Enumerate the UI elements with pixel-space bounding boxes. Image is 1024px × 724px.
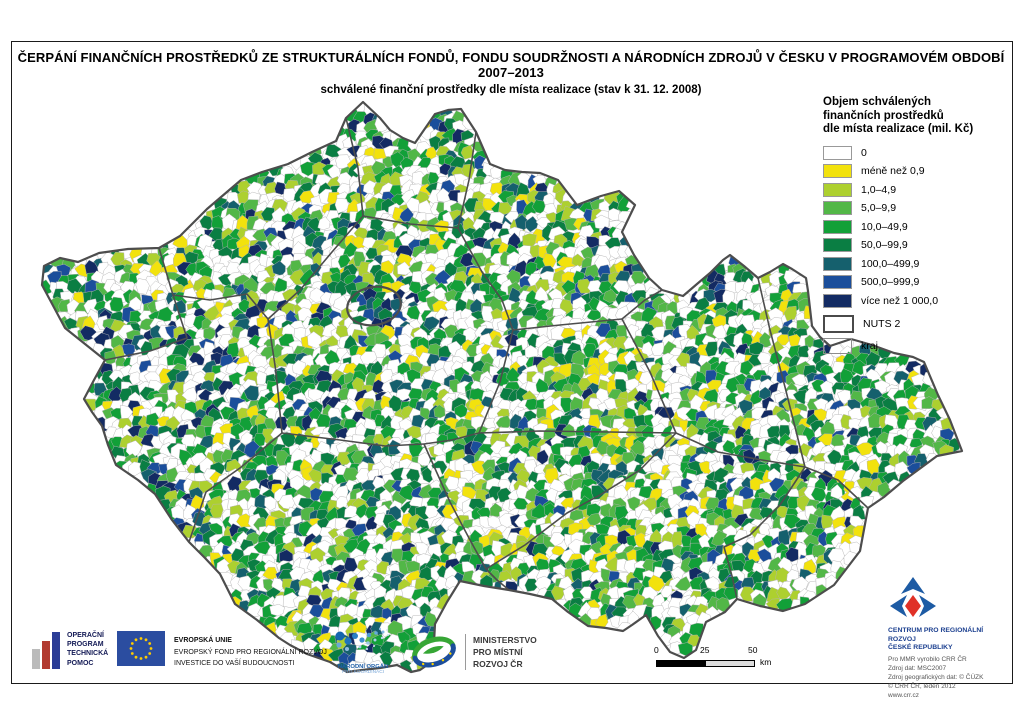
crr-credits: Pro MMR vyrobilo CRR ČR Zdroj dat: MSC20… bbox=[888, 655, 984, 699]
optp-bar-gray bbox=[32, 649, 40, 669]
scale-tick-25: 25 bbox=[700, 645, 710, 655]
legend-swatch bbox=[823, 164, 852, 179]
legend-item: 50,0–99,9 bbox=[823, 236, 1008, 255]
legend-swatch bbox=[823, 238, 852, 253]
optp-bar-blue bbox=[52, 632, 60, 669]
legend-item-kraj: kraj bbox=[823, 335, 1008, 357]
map-legend: Objem schválených finančních prostředků … bbox=[823, 96, 1008, 357]
optp-text: OPERAČNÍ PROGRAM TECHNICKÁ POMOC bbox=[67, 631, 109, 667]
mmr-logo-block: MINISTERSTVO PRO MÍSTNÍ ROZVOJ ČR bbox=[408, 632, 537, 672]
map-title: ČERPÁNÍ FINANČNÍCH PROSTŘEDKŮ ZE STRUKTU… bbox=[17, 50, 1005, 80]
legend-swatch bbox=[823, 219, 852, 234]
legend-swatch bbox=[823, 182, 852, 197]
title-block: ČERPÁNÍ FINANČNÍCH PROSTŘEDKŮ ZE STRUKTU… bbox=[11, 50, 1011, 96]
scale-bar: 0 25 50 km bbox=[652, 645, 782, 673]
mmr-divider bbox=[465, 634, 466, 670]
scale-tick-50: 50 bbox=[748, 645, 758, 655]
legend-item: 10,0–49,9 bbox=[823, 218, 1008, 237]
scale-tick-0: 0 bbox=[654, 645, 659, 655]
optp-logo: OPERAČNÍ PROGRAM TECHNICKÁ POMOC bbox=[32, 629, 108, 669]
crr-compass-icon bbox=[890, 577, 936, 617]
crr-logo-block: CENTRUM PRO REGIONÁLNÍ ROZVOJ ČESKÉ REPU… bbox=[888, 576, 1012, 700]
nok-logo-block: NÁRODNÍ ORGÁN PRO KOORDINACI bbox=[328, 626, 398, 675]
legend-swatch bbox=[823, 256, 852, 271]
legend-item: 500,0–999,9 bbox=[823, 273, 1008, 292]
kraj-boundary-swatch bbox=[823, 338, 852, 354]
legend-swatch bbox=[823, 275, 852, 290]
legend-item-nuts2: NUTS 2 bbox=[823, 313, 1008, 335]
scale-unit: km bbox=[760, 657, 772, 667]
nok-dots-icon bbox=[335, 627, 389, 651]
scale-bar-graphic bbox=[656, 660, 755, 667]
crr-org-name: CENTRUM PRO REGIONÁLNÍ ROZVOJ ČESKÉ REPU… bbox=[888, 627, 984, 652]
legend-item: 1,0–4,9 bbox=[823, 181, 1008, 200]
legend-swatch bbox=[823, 145, 852, 160]
nok-name: NÁRODNÍ ORGÁN bbox=[337, 664, 389, 670]
eu-text: EVROPSKÁ UNIE EVROPSKÝ FOND PRO REGIONÁL… bbox=[174, 637, 327, 667]
optp-bar-red bbox=[42, 641, 50, 669]
legend-item: více než 1 000,0 bbox=[823, 292, 1008, 311]
eu-logo-block: EVROPSKÁ UNIE EVROPSKÝ FOND PRO REGIONÁL… bbox=[117, 631, 327, 670]
legend-item: méně než 0,9 bbox=[823, 162, 1008, 181]
legend-swatch bbox=[823, 293, 852, 308]
mmr-swirl-icon bbox=[412, 636, 456, 668]
legend-item: 100,0–499,9 bbox=[823, 255, 1008, 274]
eu-flag-icon bbox=[117, 631, 165, 666]
nok-sub: PRO KOORDINACI bbox=[341, 670, 385, 675]
nuts2-boundary-swatch bbox=[823, 315, 854, 333]
map-subtitle: schválené finanční prostředky dle místa … bbox=[320, 84, 702, 96]
mmr-text: MINISTERSTVO PRO MÍSTNÍ ROZVOJ ČR bbox=[473, 635, 537, 669]
legend-item: 5,0–9,9 bbox=[823, 199, 1008, 218]
legend-title: Objem schválených finančních prostředků … bbox=[823, 96, 974, 135]
legend-item: 0 bbox=[823, 144, 1008, 163]
legend-swatch bbox=[823, 201, 852, 216]
